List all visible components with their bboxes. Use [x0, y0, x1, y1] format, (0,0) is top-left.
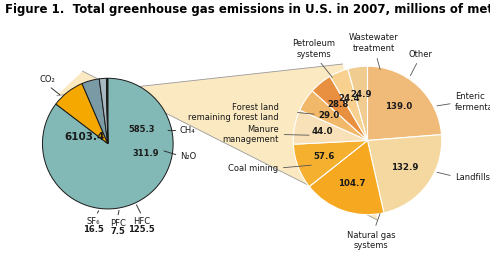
Wedge shape [368, 66, 441, 140]
Text: HFC: HFC [133, 217, 150, 226]
Text: 139.0: 139.0 [385, 102, 413, 111]
Text: 16.5: 16.5 [83, 225, 104, 234]
Text: Landfills: Landfills [455, 173, 490, 182]
Wedge shape [312, 76, 368, 140]
Text: Coal mining: Coal mining [228, 164, 278, 173]
Text: 29.0: 29.0 [318, 111, 340, 120]
Text: Other: Other [409, 50, 433, 59]
Text: SF₆: SF₆ [87, 217, 100, 226]
Wedge shape [348, 66, 368, 140]
Wedge shape [330, 69, 368, 140]
Text: Manure
management: Manure management [222, 125, 278, 144]
Text: CH₄: CH₄ [180, 126, 196, 135]
Wedge shape [99, 78, 108, 144]
Text: Natural gas
systems: Natural gas systems [347, 231, 395, 251]
Text: 585.3: 585.3 [128, 125, 155, 134]
Text: PFC: PFC [110, 220, 125, 228]
Wedge shape [107, 78, 108, 144]
Text: 7.5: 7.5 [110, 227, 125, 236]
Text: Wastewater
treatment: Wastewater treatment [348, 33, 398, 53]
Wedge shape [300, 91, 368, 140]
Text: 57.6: 57.6 [314, 152, 335, 161]
Wedge shape [56, 84, 108, 144]
Text: CO₂: CO₂ [39, 75, 55, 84]
Text: Enteric
fermentation: Enteric fermentation [455, 92, 490, 112]
Wedge shape [294, 140, 368, 187]
Wedge shape [43, 78, 173, 209]
Text: 125.5: 125.5 [128, 225, 155, 234]
Wedge shape [106, 78, 108, 144]
Wedge shape [368, 135, 442, 213]
Text: Petroleum
systems: Petroleum systems [293, 39, 336, 59]
Text: 6103.4: 6103.4 [65, 132, 105, 142]
Text: 104.7: 104.7 [339, 179, 366, 188]
Text: 44.0: 44.0 [312, 128, 333, 137]
Text: 311.9: 311.9 [132, 149, 159, 158]
Text: 28.8: 28.8 [328, 100, 349, 109]
Text: N₂O: N₂O [180, 152, 196, 161]
Text: Figure 1.  Total greenhouse gas emissions in U.S. in 2007, millions of metric to: Figure 1. Total greenhouse gas emissions… [5, 3, 490, 16]
Wedge shape [82, 79, 108, 144]
Text: 24.9: 24.9 [351, 90, 372, 99]
Text: 132.9: 132.9 [391, 163, 418, 172]
Text: Forest land
remaining forest land: Forest land remaining forest land [188, 103, 278, 122]
Wedge shape [293, 110, 368, 144]
Wedge shape [309, 140, 384, 215]
Text: 24.4: 24.4 [339, 94, 361, 103]
